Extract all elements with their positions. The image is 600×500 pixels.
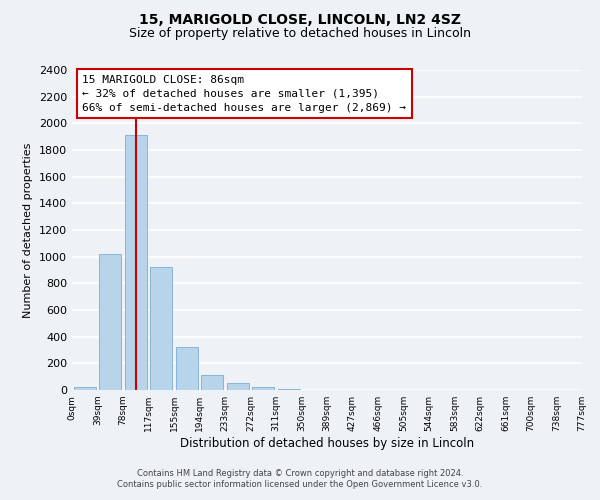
Bar xyxy=(74,388,95,390)
Text: Contains public sector information licensed under the Open Government Licence v3: Contains public sector information licen… xyxy=(118,480,482,489)
Bar xyxy=(100,254,121,390)
Bar xyxy=(253,388,274,390)
Y-axis label: Number of detached properties: Number of detached properties xyxy=(23,142,34,318)
X-axis label: Distribution of detached houses by size in Lincoln: Distribution of detached houses by size … xyxy=(180,437,474,450)
Bar xyxy=(176,348,197,390)
Text: Size of property relative to detached houses in Lincoln: Size of property relative to detached ho… xyxy=(129,28,471,40)
Text: 15, MARIGOLD CLOSE, LINCOLN, LN2 4SZ: 15, MARIGOLD CLOSE, LINCOLN, LN2 4SZ xyxy=(139,12,461,26)
Text: Contains HM Land Registry data © Crown copyright and database right 2024.: Contains HM Land Registry data © Crown c… xyxy=(137,468,463,477)
Bar xyxy=(125,136,146,390)
Text: 15 MARIGOLD CLOSE: 86sqm
← 32% of detached houses are smaller (1,395)
66% of sem: 15 MARIGOLD CLOSE: 86sqm ← 32% of detach… xyxy=(82,75,406,113)
Bar xyxy=(202,376,223,390)
Bar xyxy=(227,382,248,390)
Bar xyxy=(151,268,172,390)
